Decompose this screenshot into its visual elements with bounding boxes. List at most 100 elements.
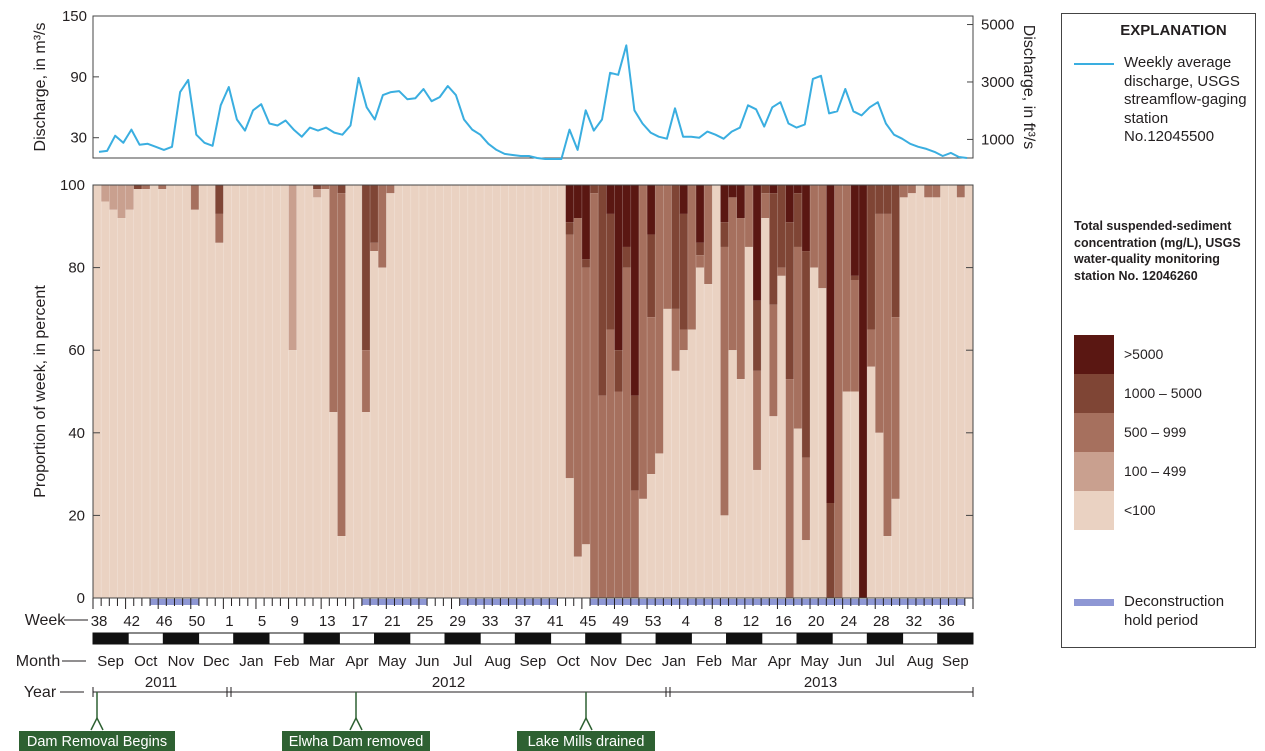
- month-label: Apr: [345, 653, 368, 670]
- sediment-bar-segment: [166, 185, 175, 598]
- sediment-bar-segment: [899, 185, 909, 198]
- sediment-bar-segment: [695, 267, 705, 598]
- month-label: Nov: [590, 653, 617, 670]
- sediment-bar-segment: [565, 234, 575, 479]
- event-label: Dam Removal Begins: [27, 734, 167, 750]
- sediment-bar-segment: [117, 218, 126, 599]
- month-band: [937, 632, 974, 645]
- week-tick-label: 50: [189, 613, 206, 630]
- month-band: [761, 632, 798, 645]
- sediment-bar-segment: [370, 242, 379, 252]
- sediment-bar-segment: [606, 329, 615, 598]
- sediment-legend-title: Total suspended-sediment concentration (…: [1074, 219, 1241, 283]
- sediment-bar-segment: [402, 185, 412, 598]
- sediment-bar-segment: [378, 267, 387, 598]
- sediment-bar-segment: [614, 350, 623, 392]
- month-label: Nov: [168, 653, 195, 670]
- month-label: May: [800, 653, 829, 670]
- sediment-bar-segment: [785, 185, 795, 223]
- sediment-bar-segment: [386, 193, 395, 598]
- sediment-bar-segment: [761, 185, 770, 194]
- sediment-bar-segment: [598, 395, 607, 598]
- event-box: [517, 731, 655, 751]
- sediment-bar-segment: [573, 556, 583, 598]
- sediment-bar-segment: [728, 185, 738, 198]
- sediment-bar-segment: [720, 222, 729, 247]
- bin-gt5000: >5000: [1074, 335, 1254, 374]
- sediment-bar-segment: [198, 185, 208, 598]
- week-tick-label: 1: [225, 613, 233, 630]
- sediment-bar-segment: [883, 185, 892, 214]
- event-label: Lake Mills drained: [528, 734, 645, 750]
- sediment-bar-segment: [133, 189, 143, 598]
- bin-label: 1000 – 5000: [1124, 385, 1202, 401]
- week-tick-label: 13: [319, 613, 336, 630]
- month-band: [198, 632, 235, 645]
- month-label: May: [378, 653, 407, 670]
- sediment-bar-segment: [182, 185, 192, 598]
- sediment-bar-segment: [622, 267, 632, 598]
- sediment-bar-segment: [638, 185, 648, 499]
- sediment-bar-segment: [581, 259, 591, 268]
- sediment-bar-segment: [614, 185, 623, 351]
- sediment-bar-segment: [337, 193, 346, 537]
- sediment-bar-segment: [337, 536, 346, 598]
- sediment-bar-segment: [801, 251, 811, 458]
- sediment-bar-segment: [223, 185, 232, 598]
- sediment-bar-segment: [581, 267, 591, 545]
- bin-100-499: 100 – 499: [1074, 452, 1254, 491]
- month-label: Sep: [942, 653, 969, 670]
- sediment-bar-segment: [590, 185, 599, 194]
- week-tick-label: 5: [258, 613, 266, 630]
- sediment-bar-segment: [850, 185, 860, 276]
- sediment-bar-segment: [671, 185, 680, 309]
- month-label: Feb: [274, 653, 300, 670]
- sediment-bar-segment: [695, 242, 705, 256]
- sediment-bar-segment: [875, 185, 884, 214]
- discharge-tick-label: 30: [70, 130, 87, 147]
- sediment-bar-segment: [679, 350, 689, 598]
- sediment-bar-segment: [329, 185, 338, 413]
- sediment-bar-segment: [810, 185, 819, 268]
- month-label: Jan: [239, 653, 263, 670]
- sediment-bar-segment: [679, 213, 689, 330]
- sediment-bar-segment: [655, 185, 664, 454]
- sediment-bar-segment: [671, 308, 680, 371]
- sediment-bar-segment: [590, 193, 599, 598]
- sediment-bar-segment: [280, 185, 289, 598]
- year-axis-label: Year: [24, 684, 57, 701]
- discharge-frame: [92, 15, 974, 159]
- year-label: 2011: [145, 674, 177, 691]
- sediment-bar-segment: [370, 251, 379, 598]
- sediment-bar-segment: [948, 185, 958, 598]
- sediment-bar-segment: [141, 189, 151, 598]
- sediment-bar-segment: [337, 185, 346, 194]
- sediment-bar-segment: [125, 209, 135, 598]
- week-tick-label: 29: [449, 613, 466, 630]
- sediment-bar-segment: [484, 185, 493, 598]
- month-axis-label: Month: [16, 653, 60, 670]
- month-band: [514, 632, 552, 645]
- sediment-bar-segment: [158, 185, 167, 190]
- sediment-bar-segment: [288, 350, 298, 598]
- discharge-line: [98, 44, 968, 160]
- sediment-bar-segment: [720, 246, 729, 516]
- bin-500-999: 500 – 999: [1074, 413, 1254, 452]
- sediment-bar-segment: [720, 185, 729, 223]
- sediment-bar-segment: [867, 329, 876, 367]
- sediment-bar-segment: [687, 185, 697, 330]
- hold-period-swatch: [1074, 599, 1114, 606]
- year-label: 2013: [804, 674, 837, 691]
- sediment-bar-segment: [215, 213, 224, 243]
- sediment-bar-segment: [630, 490, 640, 598]
- sediment-tick-label: 20: [68, 507, 85, 524]
- sediment-bar-segment: [769, 416, 778, 598]
- sediment-bar-segment: [500, 185, 509, 598]
- sediment-bar-segment: [850, 275, 860, 280]
- sediment-bar-segment: [647, 474, 656, 598]
- sediment-bar-segment: [695, 185, 705, 243]
- week-tick-label: 33: [482, 613, 499, 630]
- sediment-bar-segment: [924, 197, 933, 598]
- month-label: Mar: [309, 653, 335, 670]
- month-label: Mar: [731, 653, 757, 670]
